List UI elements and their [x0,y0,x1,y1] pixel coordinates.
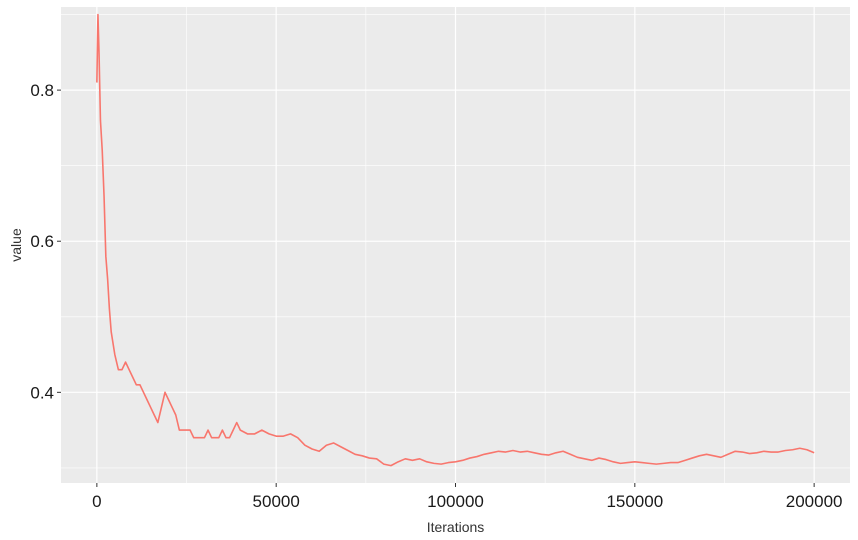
series-line-0 [96,13,815,467]
x-tick-label: 100000 [427,492,484,511]
x-tick-label: 150000 [606,492,663,511]
x-tick-label: 50000 [253,492,300,511]
x-axis-ticks: 0 50000 100000 150000 200000 [92,483,843,511]
major-gridlines [61,7,850,483]
y-tick-label: 0.8 [30,81,54,100]
x-tick-label: 200000 [786,492,843,511]
x-tick-label: 0 [92,492,101,511]
x-axis-title: Iterations [427,519,485,535]
series-layer [96,13,815,467]
y-axis-title: value [8,228,24,262]
y-tick-label: 0.6 [30,232,54,251]
y-axis-ticks: 0.4 0.6 0.8 [30,81,61,402]
y-tick-label: 0.4 [30,383,54,402]
